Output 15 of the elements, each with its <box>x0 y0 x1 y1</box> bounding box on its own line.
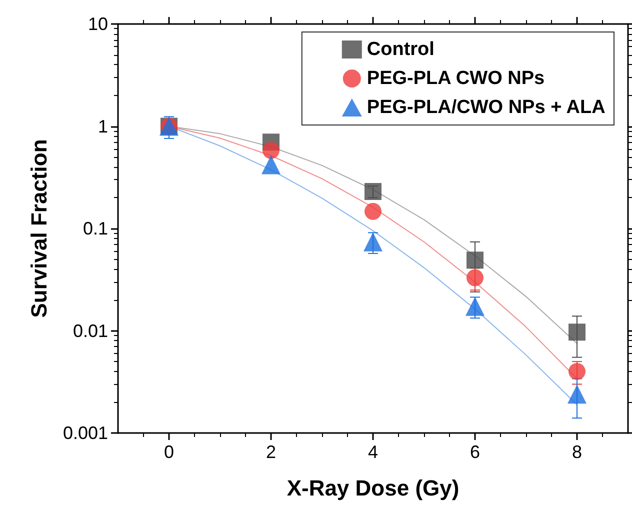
x-tick-label: 4 <box>368 442 378 462</box>
legend-label: PEG-PLA CWO NPs <box>366 68 545 89</box>
y-tick-label: 0.01 <box>72 320 108 341</box>
y-tick-label: 0.1 <box>82 218 108 238</box>
y-axis-title: Survival Fraction <box>26 139 52 318</box>
y-tick-label: 10 <box>88 14 108 34</box>
y-tick-label: 1 <box>98 116 108 136</box>
x-tick-label: 2 <box>266 442 276 462</box>
x-tick-label: 0 <box>164 442 174 462</box>
x-tick-label: 8 <box>572 442 582 462</box>
x-axis-title: X-Ray Dose (Gy) <box>286 476 460 500</box>
x-tick-label: 6 <box>470 442 480 462</box>
legend-label: Control <box>366 39 434 60</box>
legend-label: PEG-PLA/CWO NPs + ALA <box>366 97 606 118</box>
y-tick-label: 0.001 <box>62 423 108 443</box>
